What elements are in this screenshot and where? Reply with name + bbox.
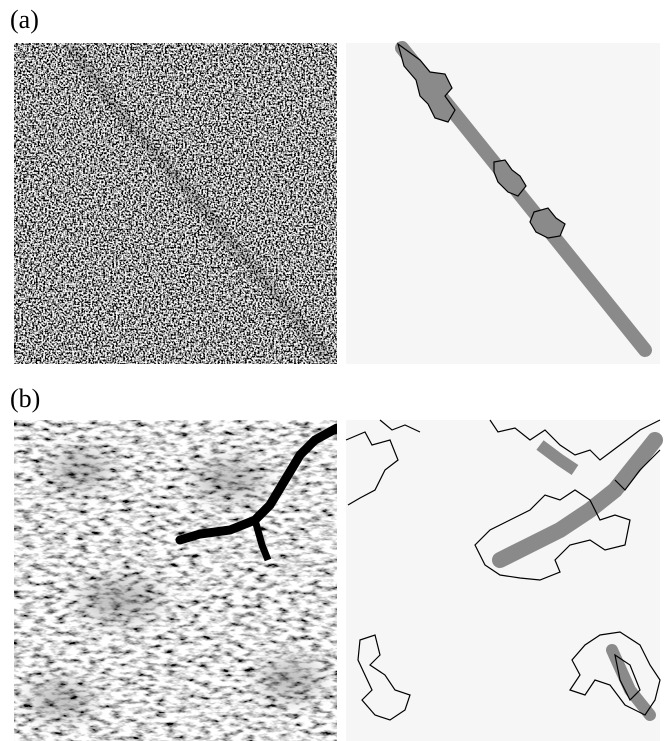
segmentation-map [346, 420, 660, 741]
figure: (a) (b) [0, 0, 672, 741]
sar-image [14, 420, 337, 741]
segmentation-map [346, 43, 660, 364]
panel-label: (b) [10, 384, 40, 413]
panel-label: (a) [10, 5, 39, 34]
sar-image [14, 43, 337, 364]
